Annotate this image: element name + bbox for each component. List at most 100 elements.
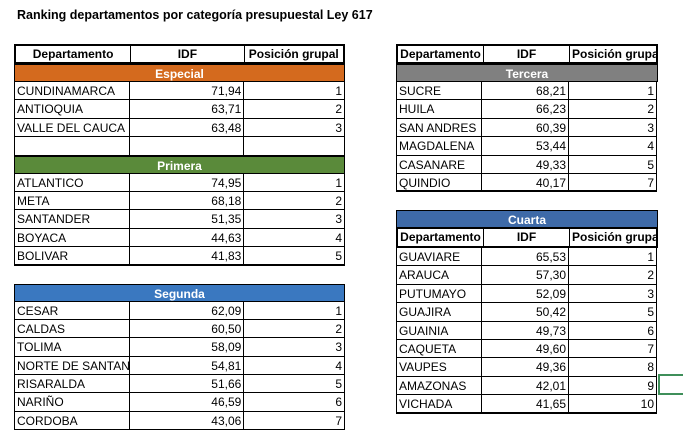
idf-cell[interactable]: 44,63	[129, 228, 245, 248]
idf-cell[interactable]: 40,17	[482, 173, 569, 193]
blank-cell[interactable]	[14, 137, 130, 156]
department-cell[interactable]: QUINDIO	[396, 173, 482, 193]
position-cell[interactable]: 2	[244, 100, 346, 119]
band-especial: Especial	[14, 64, 345, 82]
position-cell[interactable]: 5	[244, 375, 346, 394]
position-cell[interactable]: 2	[569, 100, 657, 119]
position-cell[interactable]: 6	[569, 321, 657, 340]
idf-cell[interactable]: 66,23	[482, 100, 569, 119]
department-cell[interactable]: CUNDINAMARCA	[14, 82, 130, 101]
department-cell[interactable]: META	[14, 191, 130, 211]
position-cell[interactable]: 1	[569, 248, 657, 267]
department-cell[interactable]: ANTIOQUIA	[14, 100, 130, 119]
position-cell[interactable]: 7	[569, 173, 657, 193]
department-cell[interactable]: TOLIMA	[14, 338, 130, 357]
position-cell[interactable]: 2	[569, 266, 657, 285]
position-cell[interactable]: 1	[569, 82, 657, 101]
position-cell[interactable]: 4	[569, 137, 657, 156]
department-cell[interactable]: SAN ANDRES	[396, 118, 482, 138]
position-cell[interactable]: 7	[244, 411, 346, 431]
left-header-row: Departamento IDF Posición grupal	[14, 44, 345, 64]
position-cell[interactable]: 3	[244, 338, 346, 357]
primera-rows: ATLANTICO 74,95 1 META 68,18 2 SANTANDER 51,35 3…	[14, 173, 346, 266]
header-posicion: Posición grupal	[569, 46, 656, 62]
idf-cell[interactable]: 53,44	[482, 137, 569, 156]
position-cell[interactable]: 2	[244, 191, 346, 211]
idf-cell[interactable]: 62,09	[129, 301, 245, 320]
department-cell[interactable]: CESAR	[14, 301, 130, 320]
position-cell[interactable]: 3	[244, 118, 346, 138]
department-cell[interactable]: GUAJIRA	[396, 303, 482, 322]
department-cell[interactable]: CASANARE	[396, 155, 482, 174]
idf-cell[interactable]: 49,73	[482, 321, 569, 340]
position-cell[interactable]: 5	[244, 247, 346, 266]
department-cell[interactable]: CALDAS	[14, 319, 130, 339]
position-cell[interactable]: 1	[244, 82, 346, 101]
idf-cell[interactable]: 68,18	[129, 191, 245, 211]
department-cell[interactable]: HUILA	[396, 100, 482, 119]
position-cell[interactable]: 8	[569, 358, 657, 377]
position-cell[interactable]: 7	[569, 339, 657, 359]
idf-cell[interactable]: 41,65	[482, 395, 569, 414]
idf-cell[interactable]: 71,94	[129, 82, 245, 101]
blank-cell[interactable]	[244, 137, 346, 156]
department-cell[interactable]: VAUPES	[396, 358, 482, 377]
page-title: Ranking departamentos por categoría pres…	[17, 8, 373, 22]
department-cell[interactable]: BOLIVAR	[14, 247, 130, 266]
department-cell[interactable]: CORDOBA	[14, 411, 130, 431]
department-cell[interactable]: CAQUETA	[396, 339, 482, 359]
position-cell[interactable]: 1	[244, 173, 346, 192]
position-cell[interactable]: 5	[569, 155, 657, 174]
position-cell[interactable]: 2	[244, 319, 346, 339]
idf-cell[interactable]: 60,39	[482, 118, 569, 138]
position-cell[interactable]: 9	[569, 376, 657, 396]
idf-cell[interactable]: 51,35	[129, 210, 245, 229]
idf-cell[interactable]: 49,33	[482, 155, 569, 174]
position-cell[interactable]: 3	[569, 284, 657, 304]
idf-cell[interactable]: 49,60	[482, 339, 569, 359]
department-cell[interactable]: NORTE DE SANTAN	[14, 356, 130, 376]
department-cell[interactable]: RISARALDA	[14, 375, 130, 394]
idf-cell[interactable]: 49,36	[482, 358, 569, 377]
idf-cell[interactable]: 51,66	[129, 375, 245, 394]
position-cell[interactable]: 3	[569, 118, 657, 138]
idf-cell[interactable]: 63,71	[129, 100, 245, 119]
department-cell[interactable]: ATLANTICO	[14, 173, 130, 192]
position-cell[interactable]: 4	[244, 356, 346, 376]
position-cell[interactable]: 6	[244, 393, 346, 412]
especial-rows: CUNDINAMARCA 71,94 1 ANTIOQUIA 63,71 2 VALLE D…	[14, 82, 346, 138]
department-cell[interactable]: GUAVIARE	[396, 248, 482, 267]
department-cell[interactable]: BOYACA	[14, 228, 130, 248]
position-cell[interactable]: 1	[244, 301, 346, 320]
idf-cell[interactable]: 54,81	[129, 356, 245, 376]
department-cell[interactable]: SUCRE	[396, 82, 482, 101]
position-cell[interactable]: 4	[244, 228, 346, 248]
idf-cell[interactable]: 74,95	[129, 173, 245, 192]
department-cell[interactable]: ARAUCA	[396, 266, 482, 285]
idf-cell[interactable]: 65,53	[482, 248, 569, 267]
idf-cell[interactable]: 43,06	[129, 411, 245, 431]
department-cell[interactable]: MAGDALENA	[396, 137, 482, 156]
department-cell[interactable]: NARIÑO	[14, 393, 130, 412]
idf-cell[interactable]: 58,09	[129, 338, 245, 357]
idf-cell[interactable]: 46,59	[129, 393, 245, 412]
idf-cell[interactable]: 60,50	[129, 319, 245, 339]
spacer	[14, 266, 345, 284]
idf-cell[interactable]: 68,21	[482, 82, 569, 101]
department-cell[interactable]: GUAINIA	[396, 321, 482, 340]
department-cell[interactable]: PUTUMAYO	[396, 284, 482, 304]
idf-cell[interactable]: 50,42	[482, 303, 569, 322]
blank-cell[interactable]	[129, 137, 245, 156]
idf-cell[interactable]: 52,09	[482, 284, 569, 304]
position-cell[interactable]: 3	[244, 210, 346, 229]
idf-cell[interactable]: 42,01	[482, 376, 569, 396]
department-cell[interactable]: VALLE DEL CAUCA	[14, 118, 130, 138]
position-cell[interactable]: 10	[569, 395, 657, 414]
department-cell[interactable]: VICHADA	[396, 395, 482, 414]
position-cell[interactable]: 5	[569, 303, 657, 322]
idf-cell[interactable]: 57,30	[482, 266, 569, 285]
idf-cell[interactable]: 41,83	[129, 247, 245, 266]
department-cell[interactable]: AMAZONAS	[396, 376, 482, 396]
idf-cell[interactable]: 63,48	[129, 118, 245, 138]
department-cell[interactable]: SANTANDER	[14, 210, 130, 229]
